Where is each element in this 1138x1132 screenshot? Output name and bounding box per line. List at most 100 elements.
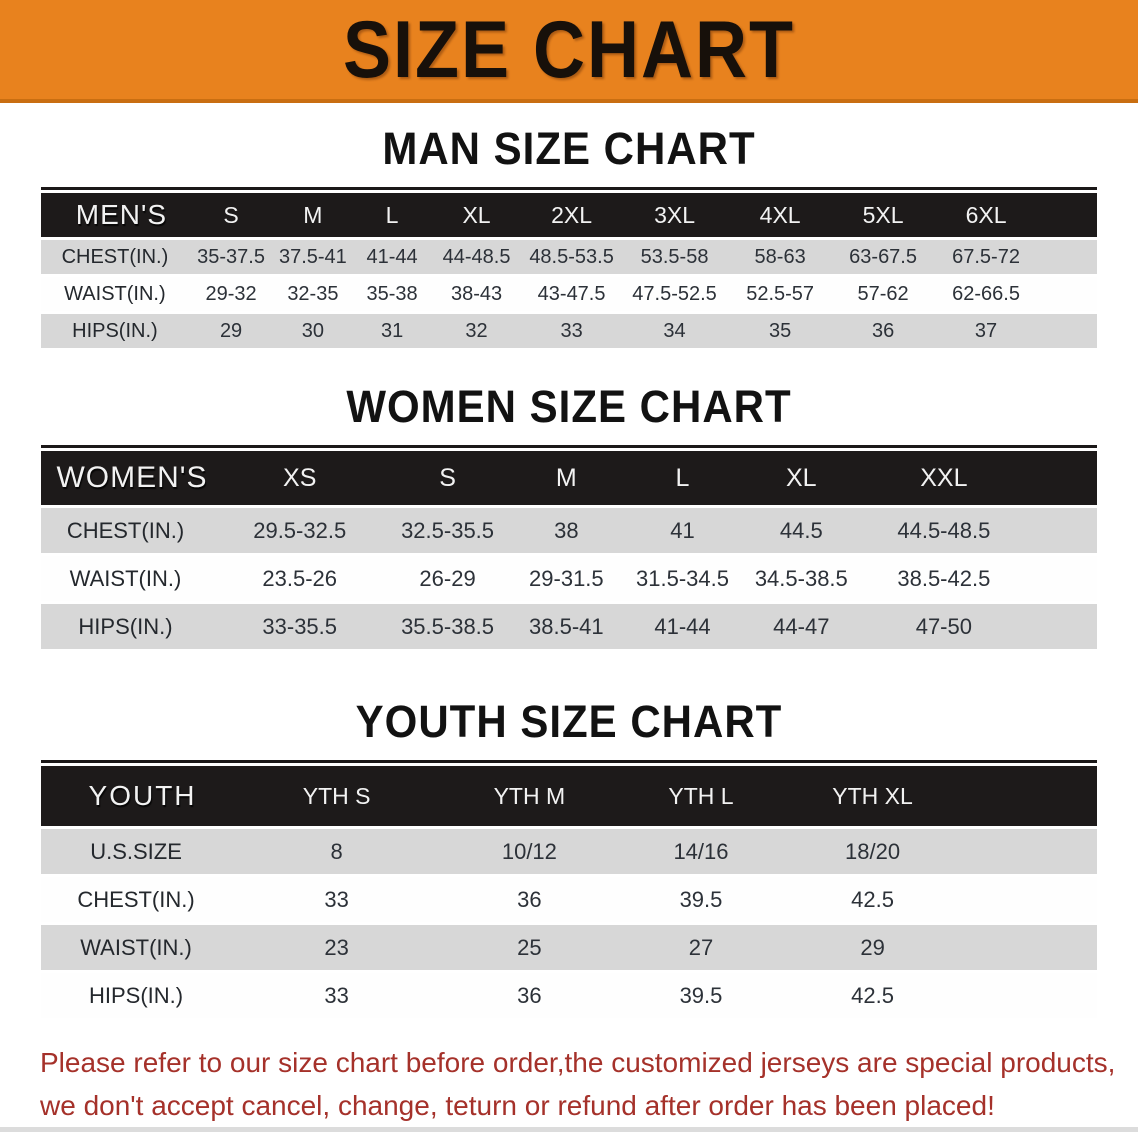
women-section-heading-text: WOMEN SIZE CHART [346, 381, 792, 432]
women-table-corner-label: WOMEN'S [41, 451, 210, 505]
table-row: CHEST(IN.) 29.5-32.5 32.5-35.5 38 41 44.… [41, 508, 1097, 553]
men-value-cell: 35 [727, 314, 833, 348]
men-value-cell: 58-63 [727, 240, 833, 274]
men-col-header: 4XL [727, 193, 833, 237]
men-value-cell: 57-62 [832, 277, 934, 311]
bottom-edge-strip [0, 1127, 1138, 1132]
men-col-header: M [273, 193, 353, 237]
women-value-cell: 38.5-42.5 [864, 556, 1024, 601]
disclaimer-line-2: we don't accept cancel, change, teturn o… [40, 1090, 995, 1122]
women-size-table: WOMEN'S XS S M L XL XXL CHEST(IN.) 29.5-… [41, 445, 1097, 652]
table-spacer-cell [959, 973, 1097, 1018]
youth-section-heading-text: YOUTH SIZE CHART [355, 696, 783, 747]
youth-value-cell: 36 [442, 973, 617, 1018]
youth-value-cell: 14/16 [616, 829, 786, 874]
women-row-label: CHEST(IN.) [41, 508, 210, 553]
youth-row-label: U.S.SIZE [41, 829, 232, 874]
table-spacer-cell [1023, 556, 1097, 601]
men-col-header: S [188, 193, 274, 237]
table-row: CHEST(IN.) 33 36 39.5 42.5 [41, 877, 1097, 922]
men-value-cell: 38-43 [431, 277, 522, 311]
youth-value-cell: 25 [442, 925, 617, 970]
men-row-label: WAIST(IN.) [41, 277, 189, 311]
men-value-cell: 37 [933, 314, 1039, 348]
women-value-cell: 44-47 [737, 604, 865, 649]
youth-col-header: YTH L [616, 766, 786, 826]
men-table-header-row: MEN'S S M L XL 2XL 3XL 4XL 5XL 6XL [41, 193, 1097, 237]
women-col-header: XS [209, 451, 390, 505]
youth-value-cell: 39.5 [616, 973, 786, 1018]
table-spacer-cell [1038, 277, 1097, 311]
women-value-cell: 41-44 [627, 604, 738, 649]
men-value-cell: 34 [621, 314, 728, 348]
women-value-cell: 38.5-41 [505, 604, 628, 649]
women-col-header: L [627, 451, 738, 505]
table-row: WAIST(IN.) 23 25 27 29 [41, 925, 1097, 970]
men-value-cell: 32-35 [273, 277, 353, 311]
men-row-label: HIPS(IN.) [41, 314, 189, 348]
men-value-cell: 52.5-57 [727, 277, 833, 311]
youth-col-header: YTH S [231, 766, 443, 826]
men-col-header: L [352, 193, 432, 237]
disclaimer: Please refer to our size chart before or… [40, 1041, 1138, 1128]
women-value-cell: 33-35.5 [209, 604, 390, 649]
table-row: HIPS(IN.) 29 30 31 32 33 34 35 36 37 [41, 314, 1097, 348]
men-value-cell: 30 [273, 314, 353, 348]
men-value-cell: 35-37.5 [188, 240, 274, 274]
youth-value-cell: 29 [785, 925, 960, 970]
men-value-cell: 48.5-53.5 [521, 240, 622, 274]
men-value-cell: 47.5-52.5 [621, 277, 728, 311]
women-col-header: S [389, 451, 506, 505]
disclaimer-line-1: Please refer to our size chart before or… [40, 1047, 1116, 1078]
table-spacer-cell [1038, 193, 1097, 237]
women-row-label: HIPS(IN.) [41, 604, 210, 649]
table-spacer-cell [1023, 508, 1097, 553]
women-value-cell: 44.5 [737, 508, 865, 553]
table-spacer-cell [959, 925, 1097, 970]
table-spacer-cell [959, 766, 1097, 826]
women-row-label: WAIST(IN.) [41, 556, 210, 601]
women-table-header-row: WOMEN'S XS S M L XL XXL [41, 451, 1097, 505]
men-value-cell: 29 [188, 314, 274, 348]
women-value-cell: 23.5-26 [209, 556, 390, 601]
youth-row-label: HIPS(IN.) [41, 973, 232, 1018]
youth-table-corner-label: YOUTH [41, 766, 232, 826]
men-value-cell: 43-47.5 [521, 277, 622, 311]
table-spacer-cell [1038, 240, 1097, 274]
men-value-cell: 63-67.5 [832, 240, 934, 274]
men-value-cell: 62-66.5 [933, 277, 1039, 311]
women-col-header: XL [737, 451, 865, 505]
youth-section-heading: YOUTH SIZE CHART [0, 696, 1138, 747]
table-row: U.S.SIZE 8 10/12 14/16 18/20 [41, 829, 1097, 874]
men-value-cell: 35-38 [352, 277, 432, 311]
youth-row-label: WAIST(IN.) [41, 925, 232, 970]
women-value-cell: 38 [505, 508, 628, 553]
women-value-cell: 41 [627, 508, 738, 553]
youth-value-cell: 27 [616, 925, 786, 970]
women-value-cell: 32.5-35.5 [389, 508, 506, 553]
table-row: WAIST(IN.) 23.5-26 26-29 29-31.5 31.5-34… [41, 556, 1097, 601]
table-row: HIPS(IN.) 33-35.5 35.5-38.5 38.5-41 41-4… [41, 604, 1097, 649]
youth-col-header: YTH M [442, 766, 617, 826]
table-row: HIPS(IN.) 33 36 39.5 42.5 [41, 973, 1097, 1018]
youth-value-cell: 18/20 [785, 829, 960, 874]
men-col-header: 5XL [832, 193, 934, 237]
youth-value-cell: 42.5 [785, 877, 960, 922]
women-value-cell: 44.5-48.5 [864, 508, 1024, 553]
table-spacer-cell [959, 829, 1097, 874]
men-value-cell: 53.5-58 [621, 240, 728, 274]
table-row: WAIST(IN.) 29-32 32-35 35-38 38-43 43-47… [41, 277, 1097, 311]
women-value-cell: 34.5-38.5 [737, 556, 865, 601]
men-value-cell: 41-44 [352, 240, 432, 274]
women-col-header: M [505, 451, 628, 505]
women-col-header: XXL [864, 451, 1024, 505]
youth-value-cell: 42.5 [785, 973, 960, 1018]
men-table-corner-label: MEN'S [41, 193, 189, 237]
youth-value-cell: 10/12 [442, 829, 617, 874]
men-value-cell: 32 [431, 314, 522, 348]
men-value-cell: 67.5-72 [933, 240, 1039, 274]
women-value-cell: 29.5-32.5 [209, 508, 390, 553]
youth-value-cell: 33 [231, 877, 443, 922]
men-value-cell: 31 [352, 314, 432, 348]
youth-value-cell: 8 [231, 829, 443, 874]
